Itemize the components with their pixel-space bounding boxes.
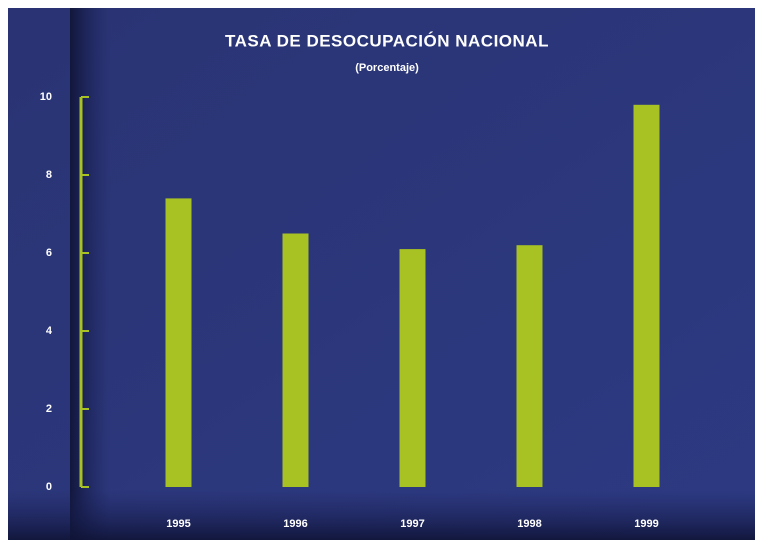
y-tick-label: 4 — [46, 325, 53, 337]
bar — [399, 249, 426, 487]
y-tick-label: 10 — [40, 91, 52, 103]
y-tick-label: 0 — [46, 481, 52, 493]
y-tick-label: 8 — [46, 169, 52, 181]
y-tick-label: 6 — [46, 247, 52, 259]
bar — [633, 104, 660, 488]
y-tick-label: 2 — [46, 403, 52, 415]
bar — [165, 198, 192, 487]
x-tick-label: 1995 — [166, 518, 190, 530]
shadow-band — [70, 8, 110, 540]
x-tick-label: 1999 — [634, 518, 658, 530]
x-tick-label: 1998 — [517, 518, 541, 530]
chart-title: TASA DE DESOCUPACIÓN NACIONAL — [225, 31, 549, 50]
bar — [516, 245, 543, 487]
bar — [282, 233, 309, 487]
shadow-band — [8, 490, 755, 540]
x-tick-label: 1996 — [283, 518, 307, 530]
x-tick-label: 1997 — [400, 518, 424, 530]
chart-subtitle: (Porcentaje) — [355, 62, 419, 74]
background — [8, 8, 755, 540]
